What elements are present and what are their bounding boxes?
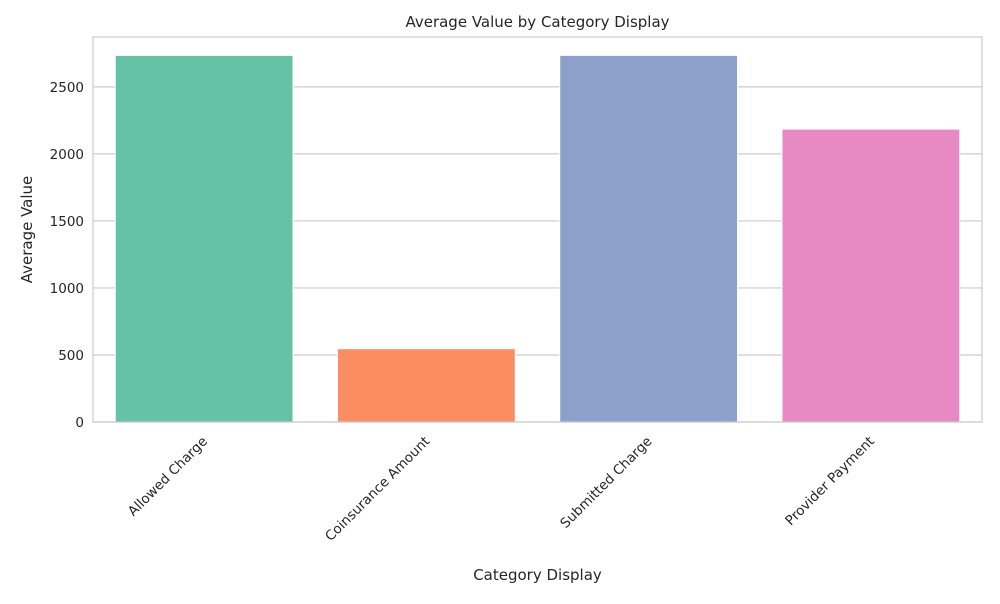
- bars: [114, 54, 961, 423]
- x-tick-label: Provider Payment: [782, 434, 877, 529]
- plot-frame: [92, 36, 983, 423]
- bar-provider-payment: [781, 128, 961, 423]
- x-tick-label: Allowed Charge: [125, 434, 211, 520]
- y-axis-label: Average Value: [18, 176, 36, 284]
- x-tick-labels: Allowed Charge Coinsurance Amount Submitte…: [125, 434, 878, 545]
- chart-title: Average Value by Category Display: [405, 13, 669, 31]
- bar-submitted-charge: [559, 54, 739, 423]
- y-tick-label: 1000: [50, 281, 84, 297]
- y-tick-label: 1500: [50, 214, 84, 230]
- x-tick-label: Submitted Charge: [557, 434, 655, 532]
- y-tick-label: 500: [58, 348, 84, 364]
- y-tick-label: 2500: [50, 80, 84, 96]
- y-tick-labels: 0 500 1000 1500 2000 2500: [50, 80, 84, 431]
- y-tick-label: 0: [75, 415, 84, 431]
- x-axis-label: Category Display: [473, 566, 602, 584]
- x-tick-label: Coinsurance Amount: [322, 434, 433, 545]
- y-tick-label: 2000: [50, 147, 84, 163]
- bar-allowed-charge: [114, 54, 294, 423]
- bar-coinsurance-amount: [336, 348, 516, 423]
